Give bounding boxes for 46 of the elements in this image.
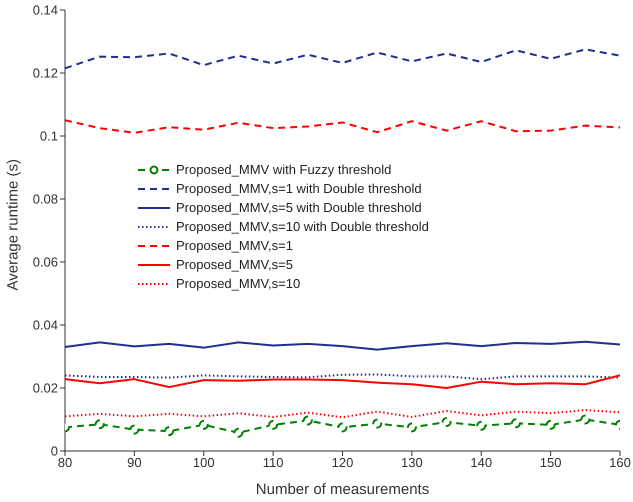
point	[338, 422, 348, 432]
point	[233, 428, 244, 438]
y-tick-label: 0.14	[32, 2, 58, 18]
point	[302, 415, 313, 426]
y-tick-label: 0.12	[32, 66, 58, 81]
point	[129, 424, 140, 435]
line-series	[65, 374, 620, 389]
legend-label: Proposed_MMV,s=1	[176, 238, 293, 253]
y-tick-label: 0.02	[32, 380, 58, 396]
point	[510, 418, 521, 428]
y-tick-label: 0.08	[32, 192, 58, 207]
point	[198, 420, 209, 430]
point	[580, 414, 590, 424]
point	[164, 426, 174, 436]
x-tick-label: 80	[58, 455, 72, 470]
line-series	[65, 340, 620, 351]
point	[268, 420, 278, 430]
x-axis-title: Number of measurements	[256, 481, 430, 498]
y-tick-label: 0.1	[40, 128, 58, 144]
x-tick-label: 90	[127, 455, 142, 470]
x-tick-label: 100	[192, 455, 215, 470]
legend-label: Proposed_MMV,s=5	[176, 257, 293, 272]
legend-label: Proposed_MMV,s=10	[176, 276, 300, 291]
line-series	[65, 48, 620, 70]
point	[476, 420, 486, 431]
y-tick-label: 0.06	[32, 254, 58, 270]
x-tick-label: 140	[470, 455, 492, 470]
legend-label: Proposed_MMV with Fuzzy threshold	[176, 162, 392, 177]
point	[546, 420, 556, 430]
point	[442, 417, 452, 428]
x-tick-label: 120	[332, 455, 354, 470]
x-tick-label: 160	[609, 455, 631, 470]
legend-label: Proposed_MMV,s=10 with Double threshold	[176, 219, 429, 234]
legend-label: Proposed_MMV,s=5 with Double threshold	[176, 200, 422, 215]
line-series	[65, 119, 620, 134]
line-series	[65, 409, 620, 418]
y-tick-label: 0	[50, 444, 58, 459]
y-axis-title: Average runtime (s)	[4, 159, 22, 290]
y-tick-label: 0.04	[32, 318, 58, 333]
x-tick-label: 130	[401, 455, 423, 470]
point	[406, 422, 417, 432]
x-tick-label: 150	[540, 455, 562, 470]
point	[94, 419, 105, 430]
legend-label: Proposed_MMV,s=1 with Double threshold	[176, 181, 422, 196]
x-tick-label: 110	[262, 455, 284, 470]
point	[372, 418, 382, 429]
